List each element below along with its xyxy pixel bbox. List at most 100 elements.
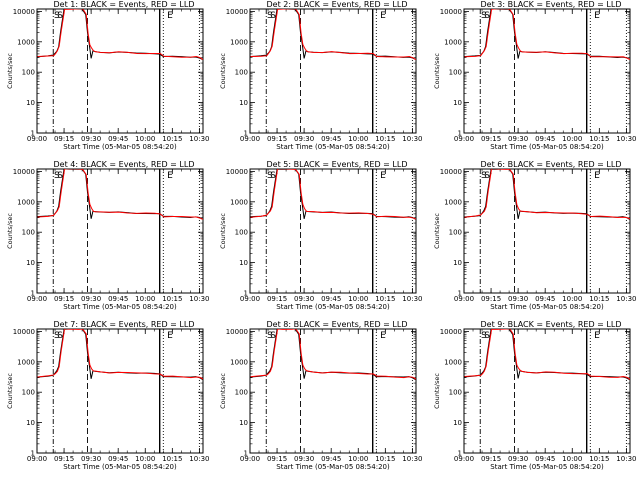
y-tick-label: 1 bbox=[31, 130, 35, 138]
y-axis-title: Counts/sec bbox=[6, 213, 14, 249]
marker-label: E bbox=[167, 331, 173, 341]
y-axis-title: Counts/sec bbox=[219, 213, 227, 249]
chart-title: Det 4: BLACK = Events, RED = LLD bbox=[54, 160, 195, 169]
series-group bbox=[37, 9, 203, 61]
x-tick-label: 10:15 bbox=[376, 455, 396, 463]
x-tick-label: 09:30 bbox=[508, 295, 528, 303]
y-tick-label: 1000 bbox=[17, 198, 35, 206]
x-tick-label: 09:45 bbox=[321, 135, 341, 143]
marker-label: S bbox=[267, 171, 273, 181]
marker-label: S bbox=[484, 11, 490, 21]
x-tick-label: 09:15 bbox=[267, 295, 287, 303]
series-lld-line bbox=[250, 9, 417, 61]
series-lld-line bbox=[37, 9, 203, 61]
marker-label: S bbox=[481, 11, 487, 21]
series-group bbox=[463, 9, 630, 61]
x-tick-label: 09:00 bbox=[27, 295, 47, 303]
x-axis-title: Start Time (05-Mar-05 08:54:20) bbox=[490, 143, 604, 151]
x-tick-label: 09:15 bbox=[54, 135, 74, 143]
marker-label: S bbox=[481, 331, 487, 341]
y-tick-label: 10 bbox=[26, 419, 35, 427]
y-tick-label: 1 bbox=[31, 290, 35, 298]
detector-panel-3: Det 3: BLACK = Events, RED = LLD 1 10 100 10… bbox=[427, 0, 640, 160]
y-tick-label: 100 bbox=[448, 229, 461, 237]
y-tick-label: 10000 bbox=[13, 8, 35, 16]
y-axis-title: Counts/sec bbox=[219, 373, 227, 409]
y-axis-title: Counts/sec bbox=[219, 53, 227, 89]
plot-frame bbox=[36, 168, 204, 294]
marker-label: S bbox=[271, 11, 277, 21]
detector-chart-svg: Det 6: BLACK = Events, RED = LLD 1 10 100 10… bbox=[433, 160, 636, 311]
marker-label: S bbox=[481, 171, 487, 181]
y-tick-label: 10 bbox=[453, 259, 462, 267]
series-group bbox=[250, 169, 417, 220]
detector-panel-9: Det 9: BLACK = Events, RED = LLD 1 10 100 10… bbox=[427, 320, 640, 480]
marker-label: E bbox=[380, 11, 386, 21]
x-tick-label: 10:30 bbox=[403, 295, 423, 303]
x-tick-label: 10:15 bbox=[162, 455, 182, 463]
y-tick-label: 100 bbox=[22, 69, 35, 77]
series-lld-line bbox=[250, 329, 417, 380]
x-tick-label: 09:45 bbox=[108, 295, 128, 303]
x-tick-label: 10:00 bbox=[348, 295, 368, 303]
x-tick-label: 10:15 bbox=[589, 455, 609, 463]
marker-label: E bbox=[380, 331, 386, 341]
marker-label: E bbox=[594, 11, 600, 21]
y-axis-title: Counts/sec bbox=[6, 373, 14, 409]
detector-chart-svg: Det 9: BLACK = Events, RED = LLD 1 10 100 10… bbox=[433, 320, 636, 471]
x-tick-label: 09:30 bbox=[294, 455, 314, 463]
y-tick-label: 1000 bbox=[444, 38, 462, 46]
y-tick-label: 1 bbox=[244, 290, 248, 298]
y-tick-label: 10 bbox=[239, 419, 248, 427]
marker-label: S bbox=[271, 171, 277, 181]
x-tick-label: 10:15 bbox=[162, 295, 182, 303]
y-tick-label: 100 bbox=[448, 69, 461, 77]
x-tick-label: 10:15 bbox=[376, 295, 396, 303]
x-tick-label: 10:30 bbox=[403, 135, 423, 143]
marker-label: S bbox=[267, 11, 273, 21]
x-tick-label: 09:15 bbox=[54, 455, 74, 463]
x-tick-label: 09:15 bbox=[54, 295, 74, 303]
detector-chart-svg: Det 3: BLACK = Events, RED = LLD 1 10 100 10… bbox=[433, 0, 636, 151]
chart-title: Det 9: BLACK = Events, RED = LLD bbox=[480, 320, 621, 329]
x-tick-label: 09:30 bbox=[81, 455, 101, 463]
y-tick-label: 10 bbox=[453, 419, 462, 427]
y-tick-label: 1 bbox=[244, 450, 248, 458]
x-tick-label: 09:45 bbox=[321, 455, 341, 463]
y-tick-label: 10000 bbox=[226, 168, 248, 176]
chart-title: Det 3: BLACK = Events, RED = LLD bbox=[480, 0, 621, 9]
x-tick-label: 09:15 bbox=[481, 295, 501, 303]
x-tick-label: 09:30 bbox=[508, 135, 528, 143]
x-axis-title: Start Time (05-Mar-05 08:54:20) bbox=[63, 143, 177, 151]
x-tick-label: 09:15 bbox=[481, 135, 501, 143]
series-group bbox=[463, 169, 630, 221]
x-tick-label: 10:00 bbox=[562, 455, 582, 463]
x-tick-label: 10:30 bbox=[616, 135, 636, 143]
x-tick-label: 10:00 bbox=[348, 135, 368, 143]
y-tick-label: 10000 bbox=[226, 8, 248, 16]
detector-chart-svg: Det 4: BLACK = Events, RED = LLD 1 10 100 10… bbox=[6, 160, 209, 311]
detector-panel-2: Det 2: BLACK = Events, RED = LLD 1 10 100 10… bbox=[213, 0, 426, 160]
y-tick-label: 1000 bbox=[230, 198, 248, 206]
series-lld-line bbox=[464, 169, 630, 220]
marker-label: S bbox=[484, 331, 490, 341]
x-tick-label: 10:15 bbox=[589, 135, 609, 143]
detector-panel-4: Det 4: BLACK = Events, RED = LLD 1 10 100 10… bbox=[0, 160, 213, 320]
marker-label: S bbox=[271, 331, 277, 341]
y-tick-label: 10 bbox=[239, 259, 248, 267]
x-tick-label: 09:30 bbox=[294, 295, 314, 303]
detector-panel-7: Det 7: BLACK = Events, RED = LLD 1 10 100 10… bbox=[0, 320, 213, 480]
marker-label: S bbox=[57, 331, 63, 341]
plot-frame bbox=[249, 328, 417, 454]
x-tick-label: 09:30 bbox=[294, 135, 314, 143]
x-tick-label: 09:00 bbox=[454, 455, 474, 463]
x-tick-label: 09:15 bbox=[481, 455, 501, 463]
y-tick-label: 1 bbox=[457, 130, 461, 138]
y-tick-label: 1 bbox=[457, 450, 461, 458]
x-tick-label: 10:30 bbox=[189, 455, 209, 463]
x-axis-title: Start Time (05-Mar-05 08:54:20) bbox=[490, 463, 604, 471]
x-tick-label: 09:00 bbox=[240, 135, 260, 143]
plot-frame bbox=[249, 8, 417, 134]
x-tick-label: 09:00 bbox=[240, 295, 260, 303]
chart-title: Det 8: BLACK = Events, RED = LLD bbox=[267, 320, 408, 329]
